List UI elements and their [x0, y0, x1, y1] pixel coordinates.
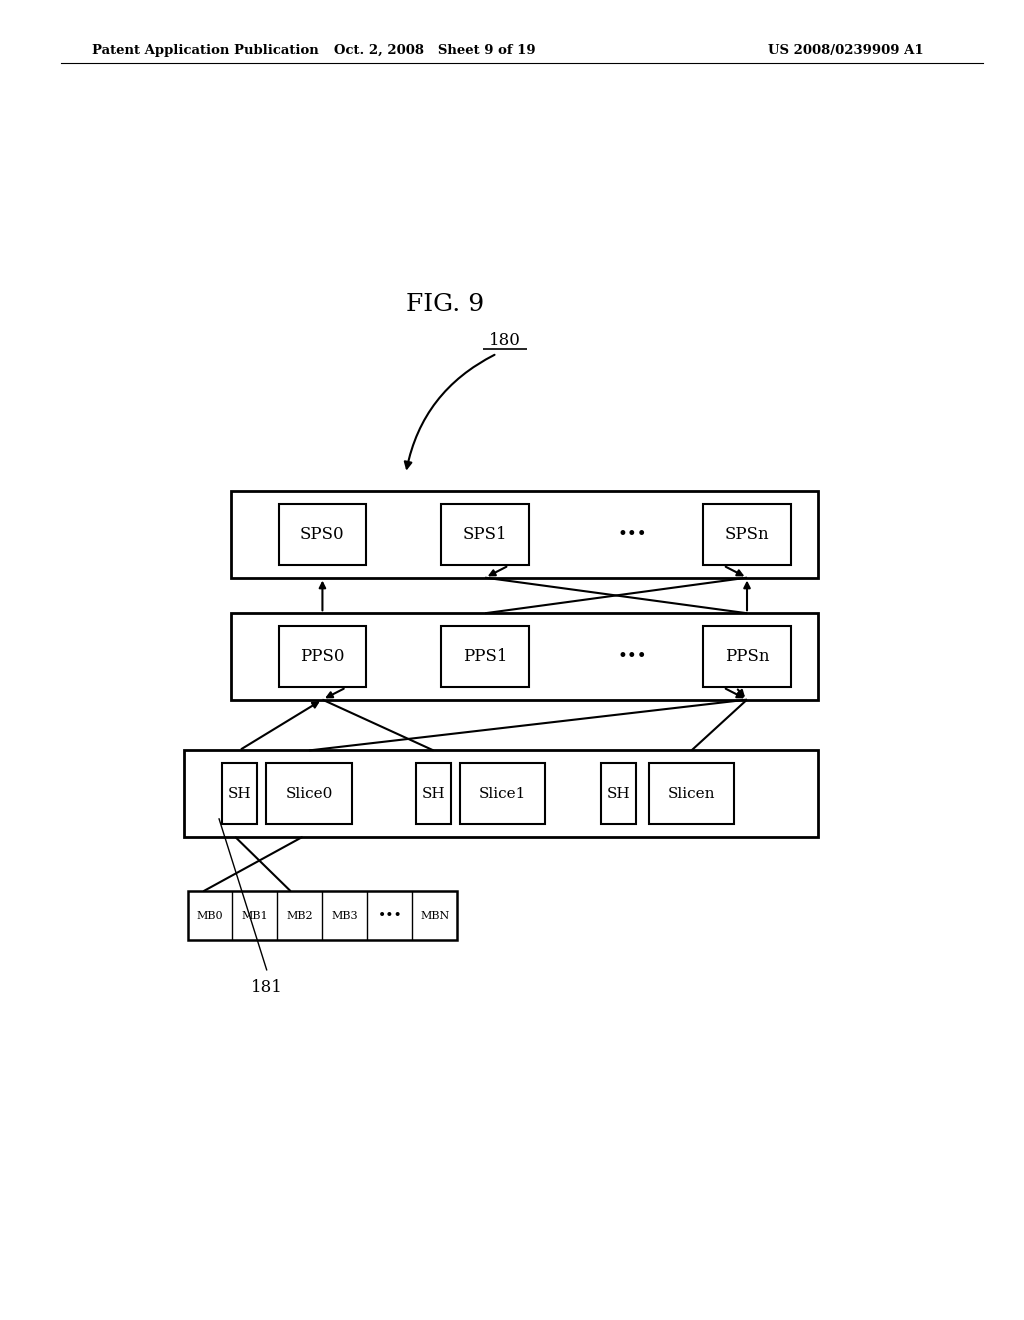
Text: SPSn: SPSn	[725, 525, 769, 543]
Text: •••: •••	[617, 648, 647, 665]
Bar	[221, 763, 257, 824]
Text: MBN: MBN	[420, 911, 450, 920]
Bar	[648, 763, 734, 824]
Bar	[703, 626, 791, 686]
Bar	[279, 626, 367, 686]
Text: 181: 181	[251, 978, 283, 995]
Bar	[441, 504, 528, 565]
Text: Slicen: Slicen	[668, 787, 715, 801]
Bar	[703, 504, 791, 565]
Bar	[231, 491, 818, 578]
Text: SPS1: SPS1	[463, 525, 508, 543]
Bar	[266, 763, 352, 824]
Text: SH: SH	[227, 787, 251, 801]
Text: SPS0: SPS0	[300, 525, 345, 543]
Text: PPS1: PPS1	[463, 648, 507, 665]
Text: Patent Application Publication: Patent Application Publication	[92, 44, 318, 57]
Text: MB1: MB1	[242, 911, 268, 920]
Text: •••: •••	[378, 908, 402, 923]
Text: SH: SH	[422, 787, 445, 801]
Text: PPS0: PPS0	[300, 648, 345, 665]
Text: 180: 180	[489, 333, 521, 350]
Bar	[601, 763, 636, 824]
Text: Oct. 2, 2008   Sheet 9 of 19: Oct. 2, 2008 Sheet 9 of 19	[335, 44, 536, 57]
Bar	[279, 504, 367, 565]
Text: Slice1: Slice1	[479, 787, 526, 801]
Text: PPSn: PPSn	[725, 648, 769, 665]
Bar	[231, 614, 818, 700]
Text: FIG. 9: FIG. 9	[407, 293, 484, 315]
Text: •••: •••	[617, 525, 647, 543]
Bar	[416, 763, 451, 824]
Bar	[187, 891, 458, 940]
Text: US 2008/0239909 A1: US 2008/0239909 A1	[768, 44, 924, 57]
Bar	[183, 751, 818, 837]
Text: MB3: MB3	[332, 911, 358, 920]
Bar	[460, 763, 546, 824]
Text: Slice0: Slice0	[286, 787, 333, 801]
Text: SH: SH	[606, 787, 630, 801]
Text: MB0: MB0	[197, 911, 223, 920]
Text: MB2: MB2	[287, 911, 313, 920]
Bar	[441, 626, 528, 686]
